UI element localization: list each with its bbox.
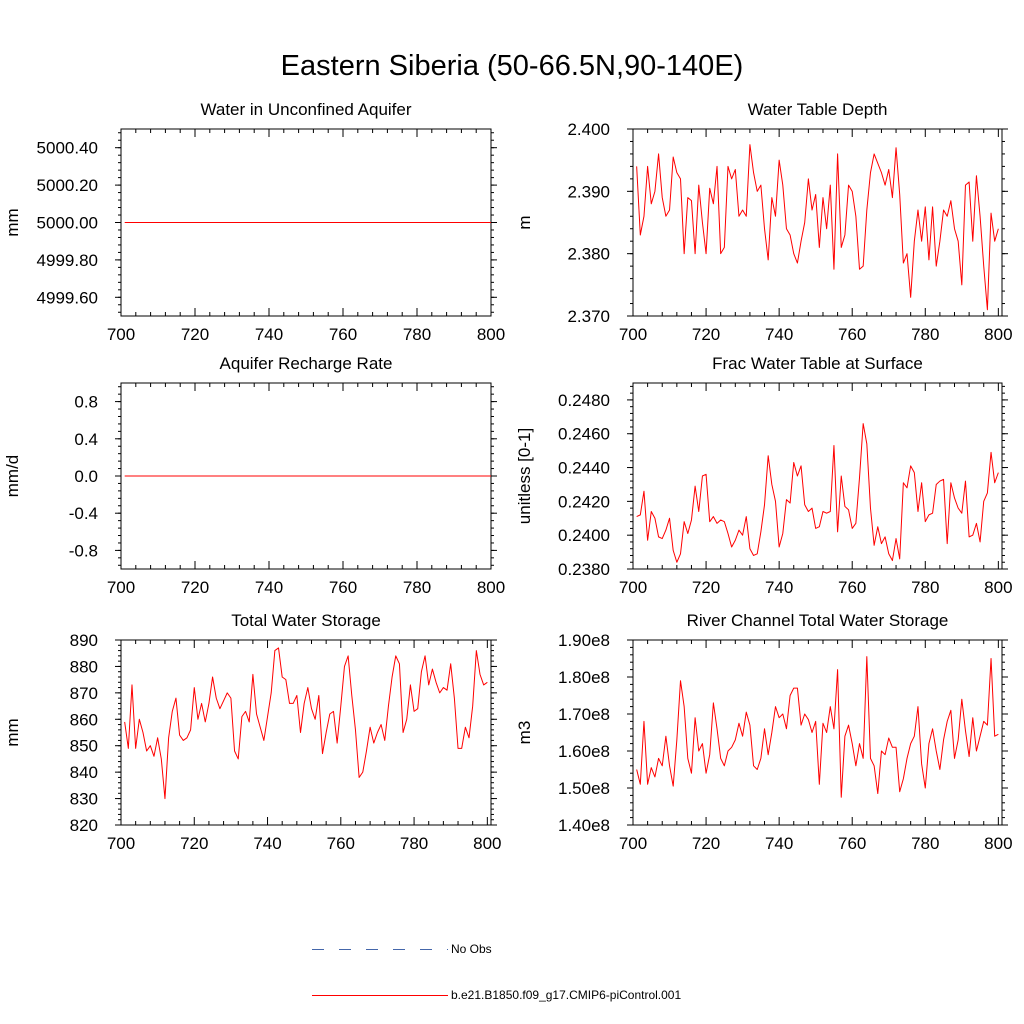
chart-panel-2: Water Table Depth m 700 720 740 760 780 800 2.37… [515,100,1013,344]
x-tick-label: 720 [180,834,208,853]
x-tick-label: 780 [911,325,939,344]
x-tick-label: 800 [984,578,1012,597]
x-tick-label: 800 [984,834,1012,853]
y-axis-label: mm [3,208,22,236]
x-tick-label: 760 [838,834,866,853]
x-tick-label: 760 [327,834,355,853]
x-tick-label: 700 [107,325,135,344]
x-tick-label: 740 [765,578,793,597]
y-tick-label: 1.40e8 [558,816,610,835]
plot-frame [632,128,1003,317]
y-tick-label: 0.8 [74,393,98,412]
y-tick-label: 0.2440 [558,459,610,478]
x-tick-label: 700 [619,325,647,344]
chart-panel-5: Total Water Storage mm 700 720 740 760 780 800 8… [3,611,502,853]
y-tick-label: -0.8 [69,541,98,560]
panel-title: Water in Unconfined Aquifer [200,100,411,119]
x-tick-label: 740 [765,325,793,344]
x-tick-label: 700 [107,834,135,853]
x-tick-label: 800 [477,578,505,597]
y-axis-label: m [515,215,534,229]
x-tick-label: 800 [473,834,501,853]
panel-title: Frac Water Table at Surface [712,354,923,373]
y-tick-label: 2.380 [567,245,610,264]
chart-panel-3: Aquifer Recharge Rate mm/d 700 720 740 760 780… [3,354,505,597]
y-tick-label: 2.390 [567,182,610,201]
y-tick-label: 850 [70,737,98,756]
y-tick-label: 4999.80 [37,251,98,270]
x-tick-label: 780 [400,834,428,853]
plot-frame [632,382,1003,570]
y-axis-label: mm [3,718,22,746]
y-tick-label: 0.2460 [558,425,610,444]
y-tick-label: 0.2380 [558,560,610,579]
chart-panel-6: River Channel Total Water Storage m3 700 72… [515,611,1013,853]
x-tick-label: 740 [765,834,793,853]
chart-panel-1: Water in Unconfined Aquifer mm 700 720 740 76… [3,100,505,344]
y-tick-label: 0.2480 [558,391,610,410]
panel-title: Total Water Storage [231,611,381,630]
y-tick-label: 2.400 [567,120,610,139]
x-tick-label: 780 [403,325,431,344]
y-tick-label: 1.70e8 [558,705,610,724]
x-tick-label: 760 [838,578,866,597]
data-series-line [124,647,488,800]
x-tick-label: 720 [181,578,209,597]
y-tick-label: 2.370 [567,307,610,326]
y-tick-label: 0.2400 [558,526,610,545]
x-tick-label: 800 [984,325,1012,344]
y-tick-label: 1.80e8 [558,668,610,687]
plot-frame [632,639,1003,826]
y-tick-label: 830 [70,790,98,809]
y-tick-label: 1.90e8 [558,631,610,650]
y-tick-label: 0.0 [74,467,98,486]
plot-frame [120,639,492,826]
x-tick-label: 700 [619,578,647,597]
y-tick-label: 0.2420 [558,492,610,511]
y-tick-label: 5000.00 [37,214,98,233]
y-tick-label: 820 [70,816,98,835]
panel-title: Water Table Depth [748,100,888,119]
y-tick-label: 4999.60 [37,288,98,307]
y-tick-label: 870 [70,684,98,703]
x-tick-label: 760 [329,578,357,597]
data-series-line [636,656,999,798]
x-tick-label: 720 [181,325,209,344]
x-tick-label: 780 [403,578,431,597]
y-tick-label: 5000.40 [37,139,98,158]
x-tick-label: 740 [255,325,283,344]
y-tick-label: -0.4 [69,504,98,523]
x-tick-label: 740 [253,834,281,853]
y-tick-label: 1.50e8 [558,779,610,798]
x-tick-label: 760 [329,325,357,344]
chart-panel-4: Frac Water Table at Surface unitless [0-1… [515,354,1013,597]
x-tick-label: 780 [911,834,939,853]
x-tick-label: 700 [107,578,135,597]
x-tick-label: 740 [255,578,283,597]
y-tick-label: 1.60e8 [558,742,610,761]
panel-title: Aquifer Recharge Rate [220,354,393,373]
y-axis-label: mm/d [3,455,22,498]
x-tick-label: 720 [692,834,720,853]
y-tick-label: 840 [70,763,98,782]
y-tick-label: 890 [70,631,98,650]
x-tick-label: 700 [619,834,647,853]
y-tick-label: 5000.20 [37,176,98,195]
x-tick-label: 780 [911,578,939,597]
data-series-line [636,423,999,563]
x-tick-label: 800 [477,325,505,344]
data-series-line [636,144,999,311]
panel-title: River Channel Total Water Storage [687,611,949,630]
y-axis-label: m3 [515,721,534,745]
x-tick-label: 720 [692,325,720,344]
figure-title: Eastern Siberia (50-66.5N,90-140E) [280,50,744,82]
x-tick-label: 760 [838,325,866,344]
y-axis-label: unitless [0-1] [515,428,534,524]
y-tick-label: 860 [70,710,98,729]
y-tick-label: 0.4 [74,430,98,449]
x-tick-label: 720 [692,578,720,597]
y-tick-label: 880 [70,657,98,676]
